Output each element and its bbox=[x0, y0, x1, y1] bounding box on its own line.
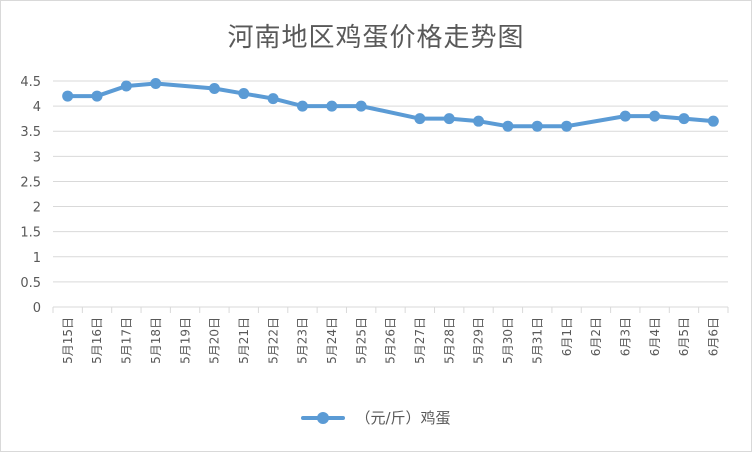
data-point bbox=[238, 88, 250, 100]
x-tick-label: 5月21日 bbox=[237, 317, 251, 364]
data-point bbox=[561, 120, 573, 132]
x-tick-label: 5月24日 bbox=[325, 317, 339, 364]
data-point bbox=[502, 120, 514, 132]
x-tick-label: 6月1日 bbox=[560, 317, 574, 356]
y-tick-label: 2 bbox=[33, 201, 41, 216]
data-point bbox=[414, 113, 426, 125]
y-tick-label: 2.5 bbox=[20, 175, 41, 190]
x-tick-label: 6月4日 bbox=[648, 317, 662, 356]
y-tick-label: 3.5 bbox=[20, 125, 41, 140]
x-tick-label: 6月3日 bbox=[618, 317, 632, 356]
data-point bbox=[62, 90, 74, 102]
x-tick-label: 6月6日 bbox=[707, 317, 721, 356]
legend-label: （元/斤）鸡蛋 bbox=[355, 409, 451, 427]
x-tick-label: 6月5日 bbox=[677, 317, 691, 356]
y-tick-label: 1 bbox=[33, 251, 41, 266]
data-point bbox=[707, 115, 719, 127]
data-point bbox=[150, 78, 162, 90]
data-point bbox=[649, 110, 661, 122]
data-point bbox=[91, 90, 103, 102]
x-tick-label: 5月27日 bbox=[413, 317, 427, 364]
data-point bbox=[120, 80, 132, 92]
data-point bbox=[208, 83, 220, 95]
x-tick-label: 5月19日 bbox=[178, 317, 192, 364]
y-tick-label: 1.5 bbox=[20, 226, 41, 241]
y-tick-label: 4 bbox=[33, 100, 41, 115]
data-point bbox=[678, 113, 690, 125]
legend-swatch-icon bbox=[301, 411, 346, 425]
data-point bbox=[355, 100, 367, 112]
x-tick-label: 5月31日 bbox=[530, 317, 544, 364]
x-tick-label: 5月15日 bbox=[61, 317, 75, 364]
series-line bbox=[65, 81, 716, 129]
data-point bbox=[296, 100, 308, 112]
x-tick-label: 5月30日 bbox=[501, 317, 515, 364]
x-tick-label: 5月25日 bbox=[354, 317, 368, 364]
data-point bbox=[326, 100, 338, 112]
data-point bbox=[531, 120, 543, 132]
data-point bbox=[619, 110, 631, 122]
chart-title: 河南地区鸡蛋价格走势图 bbox=[227, 23, 525, 53]
legend: （元/斤）鸡蛋 bbox=[1, 407, 751, 428]
x-tick-label: 5月20日 bbox=[208, 317, 222, 364]
y-tick-label: 0 bbox=[33, 301, 41, 316]
x-tick-label: 5月22日 bbox=[266, 317, 280, 364]
x-tick-label: 5月17日 bbox=[120, 317, 134, 364]
data-point bbox=[267, 93, 279, 105]
x-tick-label: 5月23日 bbox=[296, 317, 310, 364]
x-tick-label: 5月16日 bbox=[90, 317, 104, 364]
x-tick-label: 6月2日 bbox=[589, 317, 603, 356]
x-tick-label: 5月29日 bbox=[472, 317, 486, 364]
data-point bbox=[443, 113, 455, 125]
x-tick-label: 5月18日 bbox=[149, 317, 163, 364]
y-tick-label: 3 bbox=[33, 150, 41, 165]
y-tick-label: 4.5 bbox=[20, 75, 41, 90]
x-tick-label: 5月26日 bbox=[384, 317, 398, 364]
data-point bbox=[473, 115, 485, 127]
x-tick-label: 5月28日 bbox=[442, 317, 456, 364]
y-tick-label: 0.5 bbox=[20, 276, 41, 291]
